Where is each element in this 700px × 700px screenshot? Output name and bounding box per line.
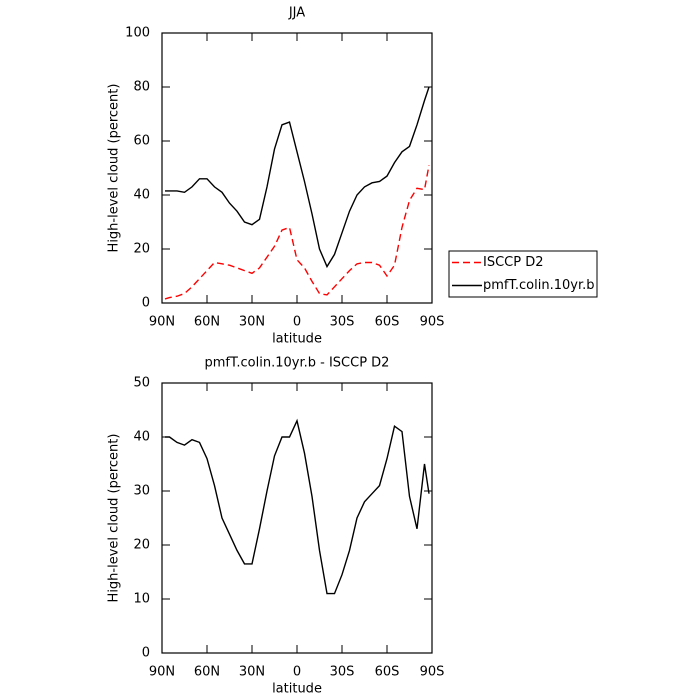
- x-tick-label: 60N: [194, 665, 220, 680]
- data-line: [165, 418, 430, 595]
- x-tick-label: 90N: [149, 665, 175, 680]
- x-tick-label: 90N: [149, 315, 175, 330]
- y-tick-label: 40: [133, 188, 150, 203]
- x-axis-label: latitude: [272, 682, 322, 697]
- data-line: [165, 86, 430, 269]
- x-tick-label: 90S: [420, 665, 445, 680]
- y-tick-label: 50: [133, 376, 150, 391]
- y-axis-label: High-level cloud (percent): [107, 84, 122, 253]
- x-tick-label: 60N: [194, 315, 220, 330]
- x-tick-label: 30S: [330, 665, 355, 680]
- y-tick-label: 80: [133, 80, 150, 95]
- x-tick-label: 60S: [375, 665, 400, 680]
- y-tick-label: 0: [142, 296, 150, 311]
- y-tick-label: 40: [133, 430, 150, 445]
- y-tick-label: 60: [133, 134, 150, 149]
- x-tick-label: 0: [293, 315, 301, 330]
- y-tick-label: 30: [133, 484, 150, 499]
- legend-label: pmfT.colin.10yr.b: [483, 278, 595, 293]
- legend-label: ISCCP D2: [483, 255, 544, 270]
- chart-title: JJA: [288, 6, 305, 21]
- y-axis-label: High-level cloud (percent): [107, 434, 122, 603]
- legend-box: [448, 250, 598, 298]
- y-tick-label: 20: [133, 538, 150, 553]
- x-tick-label: 30N: [239, 315, 265, 330]
- chart-title: pmfT.colin.10yr.b - ISCCP D2: [205, 356, 390, 371]
- x-axis-label: latitude: [272, 332, 322, 347]
- data-line: [164, 165, 430, 300]
- y-tick-label: 20: [133, 242, 150, 257]
- y-tick-label: 100: [125, 26, 150, 41]
- x-tick-label: 90S: [420, 315, 445, 330]
- x-tick-label: 60S: [375, 315, 400, 330]
- x-tick-label: 30S: [330, 315, 355, 330]
- y-tick-label: 0: [142, 646, 150, 661]
- y-tick-label: 10: [133, 592, 150, 607]
- x-tick-label: 0: [293, 665, 301, 680]
- x-tick-label: 30N: [239, 665, 265, 680]
